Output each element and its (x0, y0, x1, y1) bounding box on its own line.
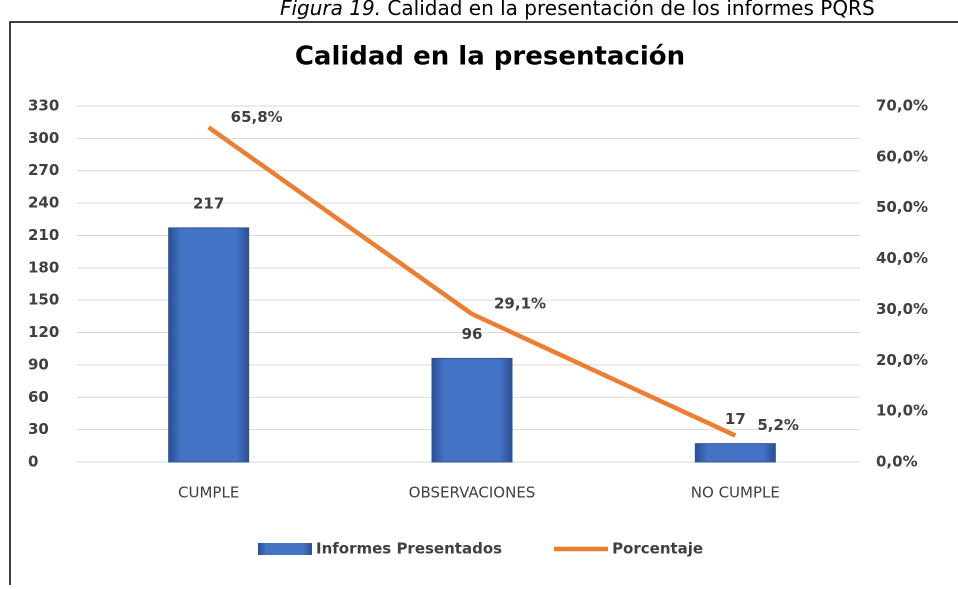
y-tick-label: 150 (28, 291, 59, 309)
y2-tick-label: 10,0% (876, 402, 928, 420)
y-tick-label: 240 (28, 194, 59, 212)
y-tick-label: 210 (28, 226, 59, 244)
y2-tick-label: 30,0% (876, 300, 928, 318)
data-label: 65,8% (231, 108, 283, 126)
x-tick-label: CUMPLE (178, 484, 239, 502)
data-label: 217 (193, 194, 224, 212)
bar (694, 443, 776, 463)
data-label: 29,1% (494, 295, 546, 313)
bar (431, 357, 513, 463)
caption-text: Calidad en la presentación de los inform… (381, 0, 875, 20)
y-tick-label: 60 (28, 388, 49, 406)
y2-tick-label: 20,0% (876, 351, 928, 369)
y-tick-label: 180 (28, 258, 59, 276)
y2-tick-label: 40,0% (876, 249, 928, 267)
y-tick-label: 0 (28, 453, 38, 471)
x-tick-label: NO CUMPLE (691, 484, 780, 502)
y-tick-label: 120 (28, 323, 59, 341)
legend-swatch (258, 543, 312, 555)
y-tick-label: 270 (28, 161, 59, 179)
y-tick-label: 330 (28, 97, 59, 115)
caption-label: Figura 19. (280, 0, 381, 20)
y-tick-label: 300 (28, 129, 59, 147)
y2-tick-label: 50,0% (876, 198, 928, 216)
chart-title: Calidad en la presentación (295, 42, 685, 72)
y2-tick-label: 70,0% (876, 97, 928, 115)
line (207, 125, 737, 438)
data-label: 5,2% (757, 416, 799, 434)
legend-label: Porcentaje (612, 540, 703, 558)
x-tick-label: OBSERVACIONES (409, 484, 536, 502)
y2-tick-label: 60,0% (876, 147, 928, 165)
legend-label: Informes Presentados (316, 540, 502, 558)
data-label: 17 (725, 410, 746, 428)
chart-frame (9, 21, 958, 589)
y-tick-label: 90 (28, 355, 49, 373)
data-label: 96 (462, 325, 483, 343)
bar (168, 227, 250, 463)
y-tick-label: 30 (28, 420, 49, 438)
y2-tick-label: 0,0% (876, 453, 918, 471)
caption: Figura 19. Calidad en la presentación de… (280, 0, 875, 20)
